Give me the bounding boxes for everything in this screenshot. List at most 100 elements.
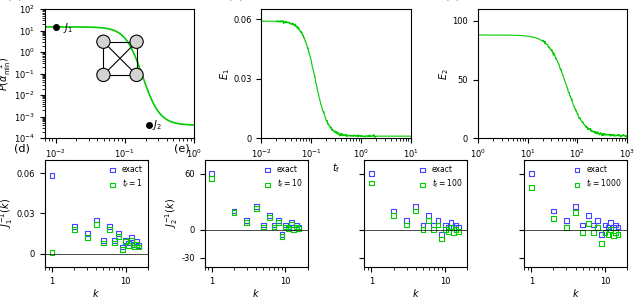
Legend: exact, $t_{\rm f}=1000$: exact, $t_{\rm f}=1000$ — [568, 163, 623, 192]
exact — [443, 224, 453, 229]
$t_{\rm f}=100$ — [429, 227, 439, 232]
$t_{\rm f}=10$ — [258, 224, 268, 229]
exact — [286, 220, 296, 225]
Text: $J_1$: $J_1$ — [63, 21, 74, 35]
$t_{\rm f}=1000$ — [600, 230, 610, 235]
$t_{\rm f}=100$ — [366, 181, 376, 185]
exact — [440, 223, 451, 227]
$t_{\rm f}=1000$ — [526, 185, 536, 190]
X-axis label: $k$: $k$ — [252, 287, 260, 299]
exact — [273, 218, 284, 223]
$t_f=1$ — [124, 243, 134, 248]
$t_{\rm f}=1000$ — [561, 225, 572, 230]
Circle shape — [130, 68, 143, 82]
$t_f=1$ — [134, 244, 144, 249]
$t_{\rm f}=1000$ — [596, 241, 607, 246]
exact — [436, 232, 447, 237]
$t_{\rm f}=1000$ — [570, 210, 580, 215]
exact — [429, 223, 439, 227]
$t_{\rm f}=1000$ — [605, 227, 616, 232]
exact — [578, 223, 588, 227]
exact — [293, 224, 303, 229]
$t_{\rm f}=1000$ — [578, 230, 588, 235]
$t_{\rm f}=100$ — [440, 227, 451, 232]
exact — [131, 239, 141, 244]
exact — [611, 223, 621, 227]
$t_f=1$ — [117, 247, 127, 252]
$t_f=1$ — [113, 234, 124, 239]
exact — [453, 224, 463, 229]
$t_{\rm f}=100$ — [451, 227, 461, 232]
$t_f=1$ — [92, 222, 102, 227]
X-axis label: $k$: $k$ — [92, 287, 100, 299]
$t_f=1$ — [104, 227, 115, 232]
exact — [264, 213, 274, 218]
Legend: exact, $t_{\rm f}=100$: exact, $t_{\rm f}=100$ — [413, 163, 463, 192]
$t_f=1$ — [69, 227, 79, 232]
exact — [600, 223, 610, 227]
exact — [280, 223, 291, 227]
exact — [289, 225, 299, 230]
exact — [366, 171, 376, 176]
$t_{\rm f}=1000$ — [611, 230, 621, 235]
$t_{\rm f}=10$ — [273, 220, 284, 225]
exact — [608, 225, 618, 230]
exact — [449, 225, 459, 230]
$t_{\rm f}=10$ — [277, 234, 287, 239]
exact — [548, 208, 559, 213]
$t_{\rm f}=1000$ — [613, 232, 623, 237]
$t_f=1$ — [129, 244, 140, 249]
$t_f=1$ — [82, 235, 92, 240]
$t_{\rm f}=10$ — [207, 176, 217, 181]
$t_{\rm f}=10$ — [242, 220, 252, 225]
$t_{\rm f}=10$ — [269, 224, 279, 229]
$t_{\rm f}=10$ — [284, 226, 294, 231]
X-axis label: $k$: $k$ — [412, 287, 420, 299]
exact — [411, 204, 421, 209]
$t_{\rm f}=100$ — [449, 230, 459, 235]
Y-axis label: $J_1^{-1}(k)$: $J_1^{-1}(k)$ — [0, 198, 15, 228]
$t_{\rm f}=100$ — [424, 218, 434, 223]
Legend: exact, $t_{\rm f}=10$: exact, $t_{\rm f}=10$ — [259, 163, 304, 192]
exact — [134, 243, 144, 248]
$t_{\rm f}=1000$ — [548, 216, 559, 221]
$t_{\rm f}=100$ — [388, 213, 399, 218]
exact — [120, 238, 131, 243]
Text: (d): (d) — [14, 143, 29, 153]
exact — [284, 224, 294, 229]
$t_{\rm f}=100$ — [443, 229, 453, 234]
exact — [109, 238, 120, 243]
exact — [401, 218, 412, 223]
Circle shape — [97, 35, 110, 49]
exact — [207, 171, 217, 176]
$t_{\rm f}=10$ — [293, 226, 303, 231]
exact — [251, 204, 261, 209]
exact — [603, 224, 613, 229]
$t_{\rm f}=100$ — [453, 229, 463, 234]
exact — [596, 232, 607, 237]
$t_f=1$ — [131, 242, 141, 247]
Text: $J_2$: $J_2$ — [152, 118, 163, 132]
exact — [69, 224, 79, 229]
X-axis label: $k$: $k$ — [572, 287, 580, 299]
$t_{\rm f}=100$ — [446, 224, 456, 229]
$t_{\rm f}=100$ — [436, 237, 447, 242]
Text: (a): (a) — [8, 0, 23, 1]
exact — [561, 218, 572, 223]
Text: (e): (e) — [173, 143, 189, 153]
Circle shape — [130, 35, 143, 49]
Text: (b): (b) — [228, 0, 244, 1]
$t_{\rm f}=10$ — [280, 224, 291, 229]
exact — [588, 223, 598, 227]
$t_{\rm f}=10$ — [251, 206, 261, 211]
exact — [593, 218, 603, 223]
Y-axis label: $E_1$: $E_1$ — [218, 68, 232, 80]
$t_{\rm f}=1000$ — [603, 232, 613, 237]
exact — [605, 220, 616, 225]
$t_{\rm f}=1000$ — [593, 225, 603, 230]
exact — [291, 223, 301, 227]
$t_{\rm f}=10$ — [289, 227, 299, 232]
exact — [258, 223, 268, 227]
$t_{\rm f}=10$ — [228, 210, 239, 215]
exact — [424, 213, 434, 218]
